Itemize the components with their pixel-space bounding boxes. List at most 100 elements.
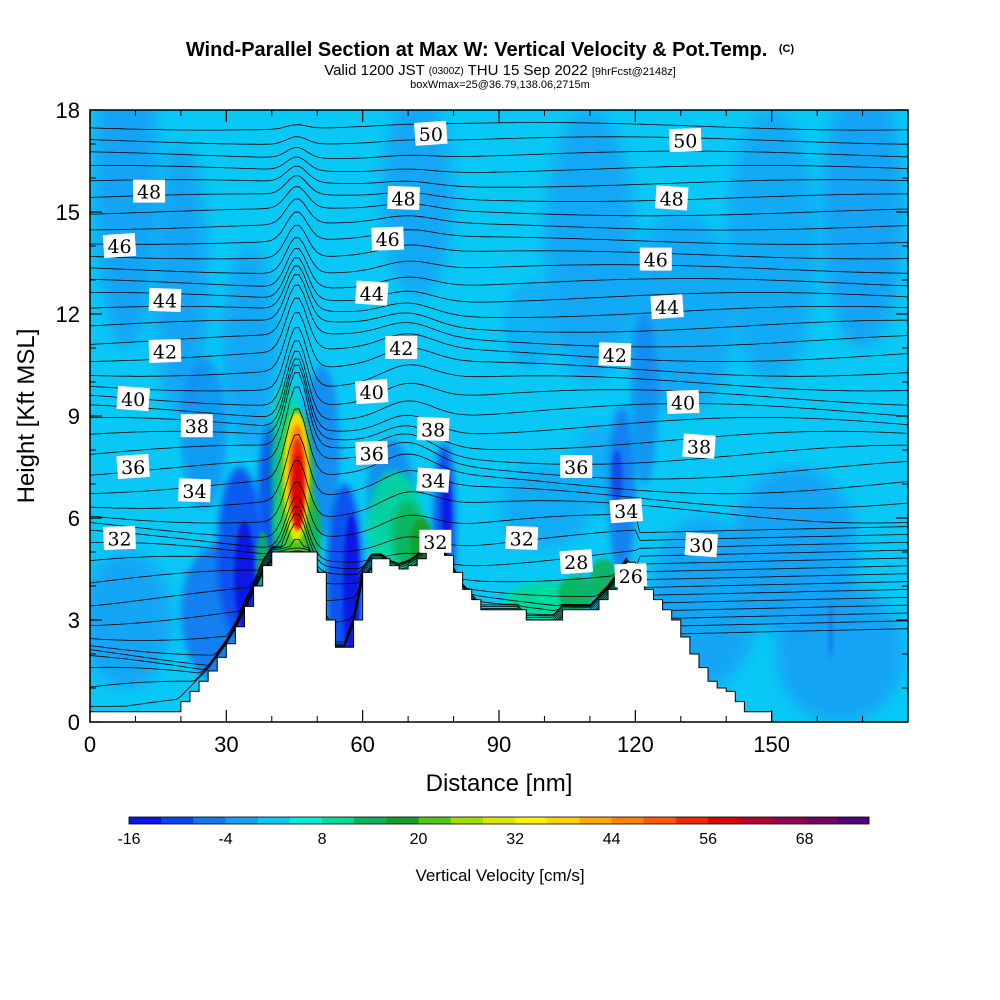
y-tick-label: 12	[56, 302, 80, 327]
x-tick-label: 150	[753, 732, 790, 757]
theta-contour	[90, 364, 908, 450]
colorbar-tick-label: 8	[318, 831, 327, 848]
colorbar-swatch	[804, 817, 838, 824]
velocity-region	[234, 521, 255, 631]
contour-label-text: 42	[603, 345, 627, 367]
theta-contour	[90, 136, 908, 145]
velocity-region	[630, 314, 659, 484]
contour-label-text: 36	[121, 457, 145, 479]
colorbar-tick-label: 44	[603, 831, 621, 848]
contour-label: 42	[385, 336, 418, 360]
updraft-core	[293, 453, 304, 529]
contour-label-text: 36	[564, 457, 588, 479]
velocity-region	[94, 110, 159, 348]
contour-label-text: 46	[107, 236, 131, 258]
colorbar-swatch	[322, 817, 355, 824]
contour-label-text: 38	[185, 416, 209, 438]
contour-label-text: 26	[619, 566, 643, 588]
velocity-region	[544, 110, 636, 382]
contour-label: 48	[133, 179, 166, 204]
y-axis-label: Height [Kft MSL]	[13, 329, 40, 504]
colorbar-swatch	[579, 817, 613, 824]
contour-label: 32	[103, 525, 136, 550]
contour-label: 46	[639, 247, 672, 272]
contour-label-text: 34	[182, 481, 206, 503]
colorbar-tick-label: -4	[218, 831, 232, 848]
contour-label: 34	[416, 467, 450, 493]
x-tick-label: 30	[214, 732, 238, 757]
colorbar-swatch	[450, 817, 484, 824]
colorbar-swatch	[129, 817, 162, 824]
x-tick-label: 120	[617, 732, 654, 757]
theta-contour	[90, 372, 908, 465]
colorbar-swatch	[708, 817, 741, 824]
contour-label-text: 48	[660, 188, 684, 210]
contour-label: 36	[355, 440, 389, 465]
contour-label-text: 44	[360, 284, 384, 306]
theta-contour	[90, 224, 908, 260]
colorbar-swatch	[643, 817, 677, 824]
contour-label-text: 44	[153, 290, 177, 312]
colorbar-tick-label: 56	[699, 831, 717, 848]
contour-label-text: 30	[689, 535, 713, 557]
contour-label: 40	[116, 385, 150, 412]
theta-contour	[90, 211, 908, 245]
contour-label: 32	[419, 529, 452, 554]
colorbar-tick-label: 32	[506, 831, 524, 848]
contour-label-text: 46	[376, 229, 400, 251]
contour-label: 26	[614, 563, 648, 588]
contour-label-text: 44	[655, 297, 679, 319]
theta-contour	[90, 175, 908, 202]
colorbar-swatch	[515, 817, 548, 824]
terrain	[90, 544, 908, 722]
theta-contour	[90, 237, 908, 274]
theta-contour	[90, 358, 908, 435]
contour-label-text: 40	[121, 389, 145, 411]
theta-contour	[90, 165, 908, 188]
theta-contour	[90, 350, 908, 421]
contour-label-text: 40	[360, 382, 384, 404]
contour-label: 32	[505, 525, 539, 550]
contour-label: 44	[148, 287, 182, 312]
theta-contour	[90, 274, 908, 333]
chart-title: Wind-Parallel Section at Max W: Vertical…	[186, 39, 795, 61]
velocity-region	[726, 110, 818, 382]
theta-contour	[90, 497, 908, 553]
colorbar-swatch	[611, 817, 645, 824]
contour-label-text: 36	[360, 443, 384, 465]
theta-contour	[90, 186, 908, 217]
colorbar-swatch	[161, 817, 194, 824]
theta-contour	[90, 198, 908, 231]
contour-label: 42	[148, 338, 182, 363]
x-tick-label: 90	[487, 732, 511, 757]
colorbar-swatch	[740, 817, 773, 824]
contour-label-text: 32	[510, 528, 534, 550]
theta-contour	[90, 544, 908, 626]
contour-label: 36	[560, 455, 593, 479]
colorbar-label: Vertical Velocity [cm/s]	[415, 866, 584, 885]
colorbar-swatch	[418, 817, 452, 824]
theta-contour	[90, 156, 908, 173]
contour-label: 42	[598, 342, 632, 367]
colorbar-swatch	[289, 817, 323, 824]
contour-label-text: 50	[673, 131, 697, 153]
colorbar-swatch	[482, 817, 516, 824]
contour-label-text: 34	[421, 471, 445, 493]
contour-label: 40	[354, 379, 389, 405]
theta-contour	[90, 434, 908, 509]
chart-subtitle-box: boxWmax=25@36.79,138.06,2715m	[410, 79, 590, 91]
theta-contour	[90, 327, 908, 392]
theta-contour	[90, 408, 908, 495]
colorbar-tick-label: 20	[410, 831, 428, 848]
theta-contour	[90, 545, 908, 641]
theta-contour	[90, 550, 908, 666]
contour-label: 36	[116, 453, 150, 480]
contour-label-text: 38	[421, 420, 445, 442]
contour-label-text: 32	[107, 528, 131, 550]
y-tick-label: 6	[68, 506, 80, 531]
contour-label: 34	[178, 478, 211, 503]
velocity-region	[776, 586, 904, 722]
contour-label: 40	[666, 389, 700, 414]
